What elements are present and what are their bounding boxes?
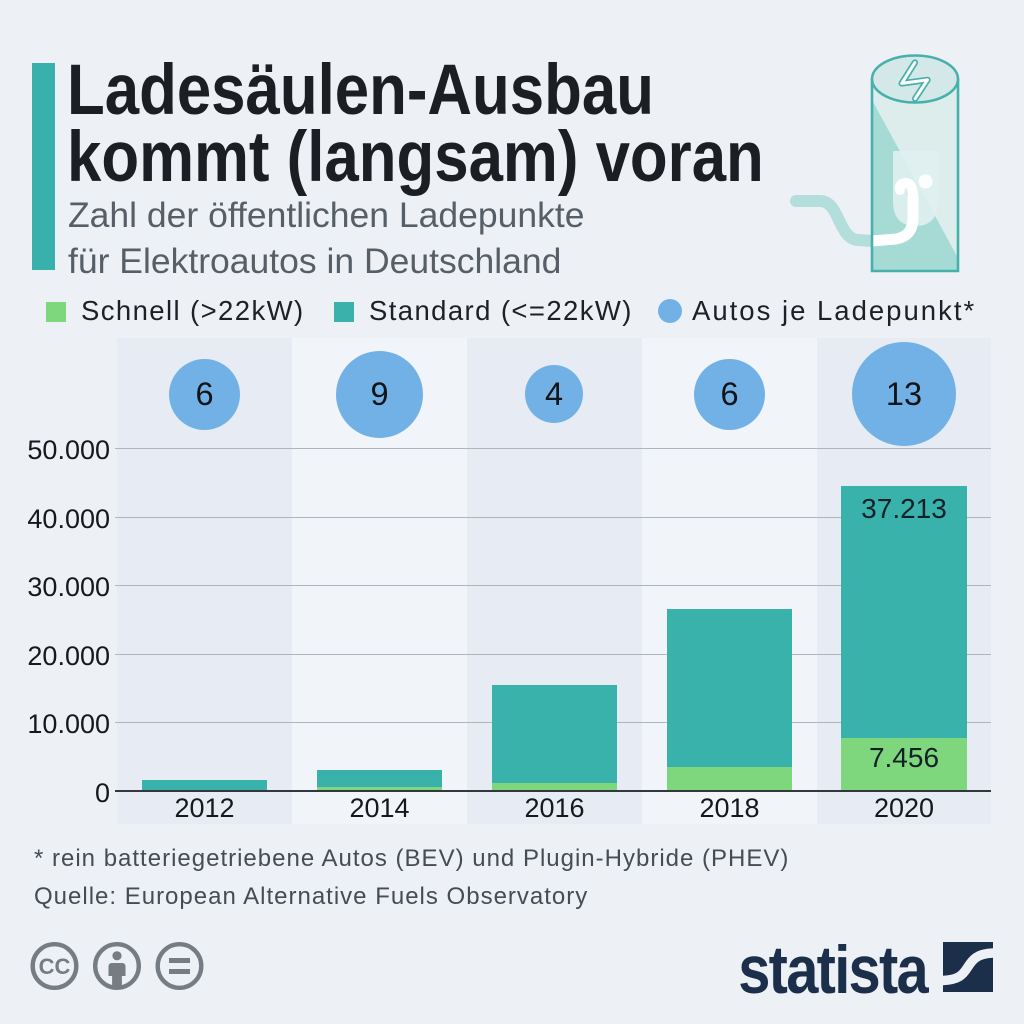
svg-text:CC: CC <box>39 954 71 979</box>
